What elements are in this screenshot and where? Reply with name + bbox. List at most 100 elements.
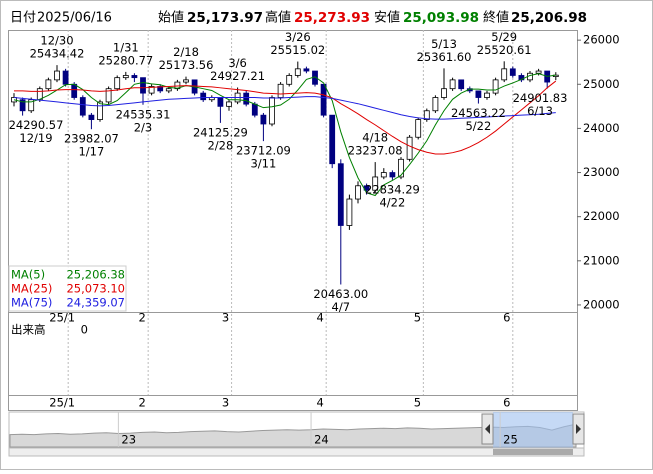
navigator-selection [493,412,573,448]
candle-body [200,92,207,101]
annotation-value: 23237.08 [348,144,403,158]
x-tick-label: 25/1 [49,311,75,325]
volume-label: 出来高 [11,323,46,337]
candle-body [423,110,430,120]
annotation-value: 25515.02 [270,43,325,57]
legend-value: 25,073.10 [66,282,125,296]
x-tick-label: 25/1 [49,396,75,410]
candle-body [329,114,336,165]
candle-body [458,79,465,90]
candle-body [294,68,301,76]
candle-body [140,77,146,94]
candle-body [355,185,361,200]
annotation-value: 25361.60 [417,50,472,64]
header-label: 終値 [483,10,509,26]
candle-body [277,83,284,98]
header-value: 25,173.97 [187,10,263,26]
annotation-value: 24535.31 [116,107,171,121]
candle-body [45,79,52,90]
x-tick-label: 4 [317,311,324,325]
candle-body [441,88,447,98]
navigator-tick-label: 25 [503,433,518,447]
candle-body [398,158,404,178]
candle-body [380,172,387,178]
x-tick-label: 5 [414,311,421,325]
annotation-date: 12/19 [19,131,52,145]
candle-body [406,136,413,160]
candle-body [501,68,508,81]
annotation-value: 25520.61 [477,43,532,57]
candle-body [62,70,69,85]
candle-body [251,103,258,116]
x-tick-label: 4 [317,396,324,410]
candle-body [303,68,310,72]
date-strip [8,395,578,411]
legend-name: MA(5) [11,268,45,282]
annotation-value: 23712.09 [236,144,291,158]
annotation-date: 1/17 [78,145,104,159]
navigator-tick-label: 23 [121,433,136,447]
candle-body [79,97,86,116]
annotation-date: 4/18 [362,131,388,145]
y-tick-label: 26000 [583,33,620,47]
candle-body [337,163,344,226]
candle-body [183,79,189,83]
candle-body [535,70,542,74]
candle-body [105,88,112,103]
candle-body [88,114,95,120]
ma-line [13,73,556,197]
annotation-date: 3/11 [250,157,276,171]
annotation-value: 24290.57 [9,118,64,132]
candle-body [131,75,138,79]
header-value: 25,093.98 [403,10,479,26]
volume-panel [8,312,578,396]
candle-body [122,75,129,79]
volume-tick: 0 [81,323,88,337]
ma-line [14,80,557,155]
candle-body [389,172,396,178]
annotation-date: 2/28 [207,138,233,152]
legend-value: 24,359.07 [66,296,125,310]
header-label: 高値 [265,10,291,26]
x-tick-label: 3 [222,396,229,410]
annotation-date: 3/26 [285,30,311,44]
scroll-thumb[interactable] [493,449,573,455]
candle-body [243,92,250,105]
navigator-tick-label: 24 [314,433,329,447]
candle-body [286,75,293,85]
candle-body [415,119,422,138]
candle-body [492,79,499,94]
annotation-date: 2/18 [173,45,199,59]
annotation-date: 4/22 [379,195,405,209]
x-tick-label: 5 [414,396,421,410]
header-value: 25,206.98 [511,10,587,26]
header-label: 安値 [374,10,400,26]
annotation-date: 3/6 [228,56,247,70]
header-label: 日付 [10,11,36,26]
candle-body [226,101,232,107]
annotation-date: 5/22 [465,119,491,133]
candle-body [260,114,267,125]
legend-name: MA(75) [11,296,52,310]
candle-body [484,92,490,98]
candle-body [97,101,103,120]
annotation-value: 24125.29 [193,125,248,139]
x-tick-label: 6 [503,396,510,410]
annotation-value: 24927.21 [210,69,265,83]
candle-body [475,90,482,98]
candle-body [165,88,172,92]
annotation-value: 25173.56 [159,58,214,72]
candle-body [320,83,327,116]
annotation-value: 25280.77 [98,53,153,67]
y-tick-label: 23000 [583,165,620,179]
legend-value: 25,206.38 [66,268,125,282]
annotation-date: 12/30 [40,34,73,48]
legend-name: MA(25) [11,282,52,296]
y-tick-label: 21000 [583,253,620,267]
y-tick-label: 22000 [583,209,620,223]
legend-box [8,265,127,312]
candle-body [114,77,121,90]
header-value: 25,273.93 [294,10,370,26]
ma-line [13,96,556,120]
candle-body [372,176,379,191]
